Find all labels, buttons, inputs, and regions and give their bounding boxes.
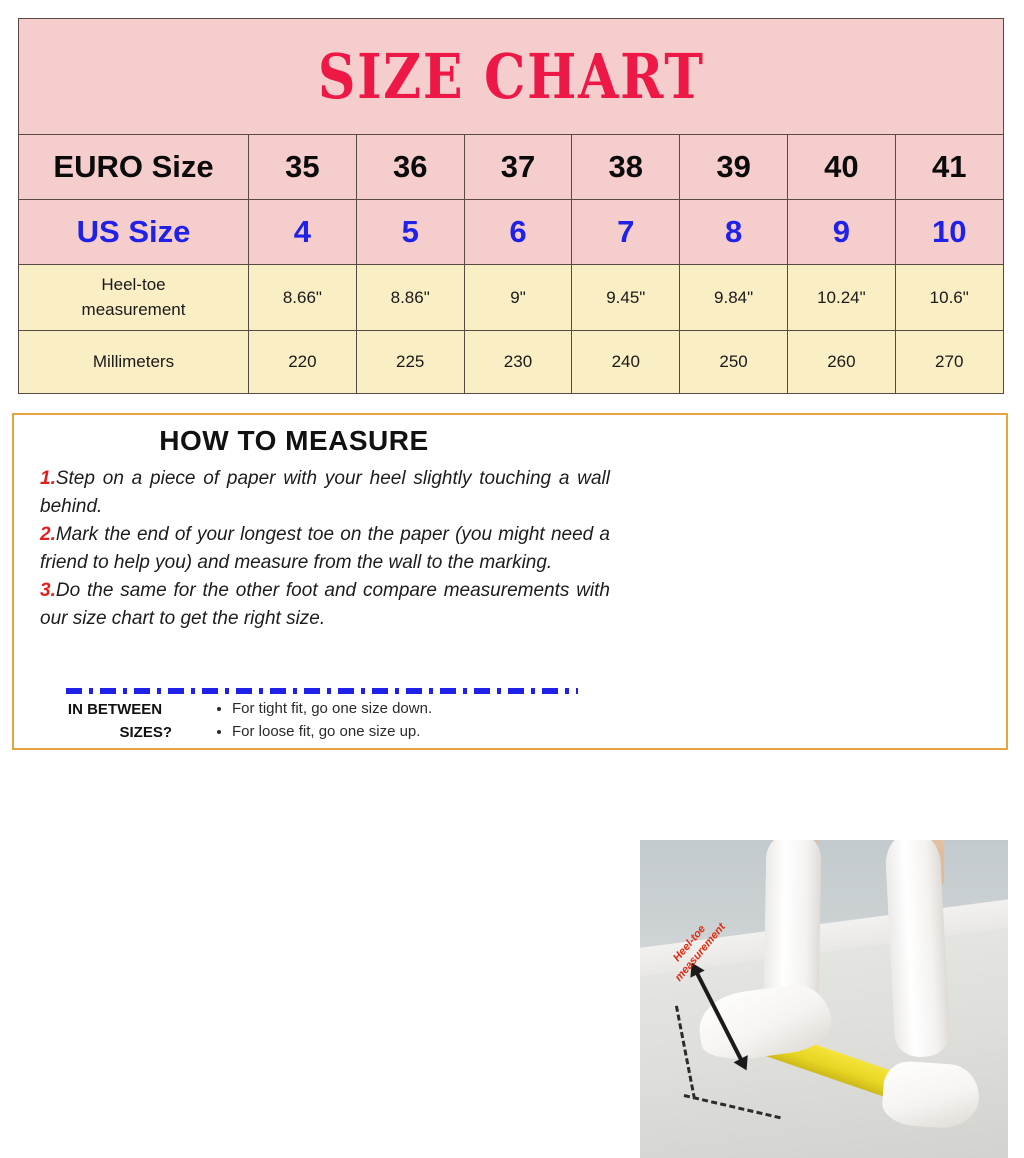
cell-euro-5: 40 (786, 134, 896, 200)
cell-mm-4: 250 (679, 330, 788, 394)
table-row-millimeters: Millimeters 220 225 230 240 250 260 270 (18, 330, 1004, 394)
cell-heel-2: 9" (463, 264, 573, 331)
cell-mm-0: 220 (248, 330, 357, 394)
fit-advice-list: For tight fit, go one size down. For loo… (200, 697, 432, 744)
divider-line-icon (66, 688, 578, 694)
cell-us-6: 10 (894, 199, 1004, 265)
table-row-euro: EURO Size 35 36 37 38 39 40 41 (18, 134, 1004, 200)
row-label-us: US Size (18, 199, 249, 265)
cell-us-2: 6 (463, 199, 573, 265)
table-row-us: US Size 4 5 6 7 8 9 10 (18, 199, 1004, 265)
step-2-number: 2. (40, 524, 56, 546)
photo-foot-right (880, 1059, 981, 1130)
cell-heel-6: 10.6" (894, 264, 1004, 331)
list-item: For loose fit, go one size up. (232, 720, 432, 743)
heel-toe-label-line2: measurement (81, 299, 186, 319)
cell-euro-6: 41 (894, 134, 1004, 200)
how-to-measure-heading: HOW TO MEASURE (159, 425, 429, 456)
title-cell: SIZE CHART (18, 18, 1004, 135)
step-1-number: 1. (40, 468, 56, 489)
cell-us-0: 4 (248, 199, 357, 265)
cell-heel-0: 8.66" (248, 264, 357, 331)
cell-mm-5: 260 (786, 330, 896, 394)
cell-mm-3: 240 (571, 330, 681, 394)
row-label-millimeters: Millimeters (18, 330, 249, 394)
cell-euro-0: 35 (248, 134, 357, 200)
step-2-text: Mark the end of your longest toe on the … (40, 524, 610, 573)
page-title: SIZE CHART (317, 39, 705, 113)
cell-mm-6: 270 (894, 330, 1004, 394)
dash-dot-divider (66, 681, 578, 694)
cell-euro-1: 36 (355, 134, 465, 200)
cell-us-3: 7 (571, 199, 681, 265)
step-2: 2.Mark the end of your longest toe on th… (40, 521, 610, 576)
in-between-sizes-label: IN BETWEEN SIZES? (30, 697, 200, 744)
list-item: For tight fit, go one size down. (232, 697, 432, 720)
cell-us-5: 9 (786, 199, 896, 265)
how-to-measure-steps: 1.Step on a piece of paper with your hee… (24, 465, 624, 632)
how-to-measure-box: HOW TO MEASURE 1.Step on a piece of pape… (12, 413, 1008, 1158)
in-between-sizes-area: IN BETWEEN SIZES? For tight fit, go one … (30, 697, 620, 744)
cell-mm-1: 225 (355, 330, 465, 394)
cell-heel-1: 8.86" (355, 264, 465, 331)
cell-euro-2: 37 (463, 134, 573, 200)
cell-heel-4: 9.84" (679, 264, 788, 331)
cell-us-1: 5 (355, 199, 465, 265)
photo-sock-right (884, 840, 952, 1058)
in-between-line1: IN BETWEEN (67, 701, 163, 718)
step-3: 3.Do the same for the other foot and com… (40, 577, 610, 632)
step-1: 1.Step on a piece of paper with your hee… (40, 465, 610, 520)
table-row-title: SIZE CHART (18, 18, 1004, 135)
cell-heel-3: 9.45" (571, 264, 681, 331)
step-3-number: 3. (40, 580, 56, 602)
heel-toe-label-line1: Heel-toe (101, 274, 166, 294)
measurement-photo: Heel-toe measurement (640, 840, 1008, 1158)
step-3-text: Do the same for the other foot and compa… (40, 580, 610, 629)
row-label-euro: EURO Size (18, 134, 249, 200)
cell-euro-4: 39 (679, 134, 788, 200)
step-1-text: Step on a piece of paper with your heel … (40, 468, 610, 517)
table-row-heel-toe: Heel-toe measurement 8.66" 8.86" 9" 9.45… (18, 264, 1004, 331)
cell-heel-5: 10.24" (786, 264, 896, 331)
size-chart-table: SIZE CHART EURO Size 35 36 37 38 39 40 4… (18, 18, 1004, 394)
cell-euro-3: 38 (571, 134, 681, 200)
cell-us-4: 8 (679, 199, 788, 265)
how-to-measure-text-column: HOW TO MEASURE 1.Step on a piece of pape… (24, 421, 624, 633)
row-label-heel-toe: Heel-toe measurement (18, 264, 249, 331)
cell-mm-2: 230 (463, 330, 573, 394)
in-between-line2: SIZES? (119, 723, 172, 741)
